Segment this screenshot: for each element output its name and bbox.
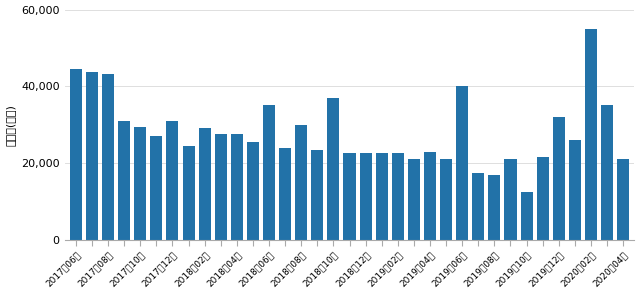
Bar — [134, 127, 147, 240]
Bar — [182, 146, 195, 240]
Bar — [440, 159, 452, 240]
Bar — [585, 29, 597, 240]
Bar — [520, 192, 532, 240]
Bar — [601, 106, 613, 240]
Bar — [295, 125, 307, 240]
Bar — [424, 151, 436, 240]
Bar — [328, 98, 339, 240]
Bar — [408, 159, 420, 240]
Bar — [537, 157, 548, 240]
Bar — [70, 69, 82, 240]
Bar — [279, 148, 291, 240]
Bar — [150, 136, 163, 240]
Bar — [392, 153, 404, 240]
Bar — [247, 142, 259, 240]
Bar — [118, 121, 130, 240]
Bar — [617, 159, 629, 240]
Bar — [488, 175, 500, 240]
Bar — [166, 121, 179, 240]
Bar — [263, 106, 275, 240]
Bar — [102, 74, 114, 240]
Bar — [504, 159, 516, 240]
Bar — [214, 134, 227, 240]
Bar — [311, 150, 323, 240]
Bar — [360, 153, 372, 240]
Bar — [198, 128, 211, 240]
Bar — [344, 153, 356, 240]
Bar — [231, 134, 243, 240]
Y-axis label: 거래량(건수): 거래량(건수) — [6, 104, 15, 146]
Bar — [86, 72, 98, 240]
Bar — [376, 153, 388, 240]
Bar — [553, 117, 565, 240]
Bar — [456, 86, 468, 240]
Bar — [472, 173, 484, 240]
Bar — [569, 140, 581, 240]
